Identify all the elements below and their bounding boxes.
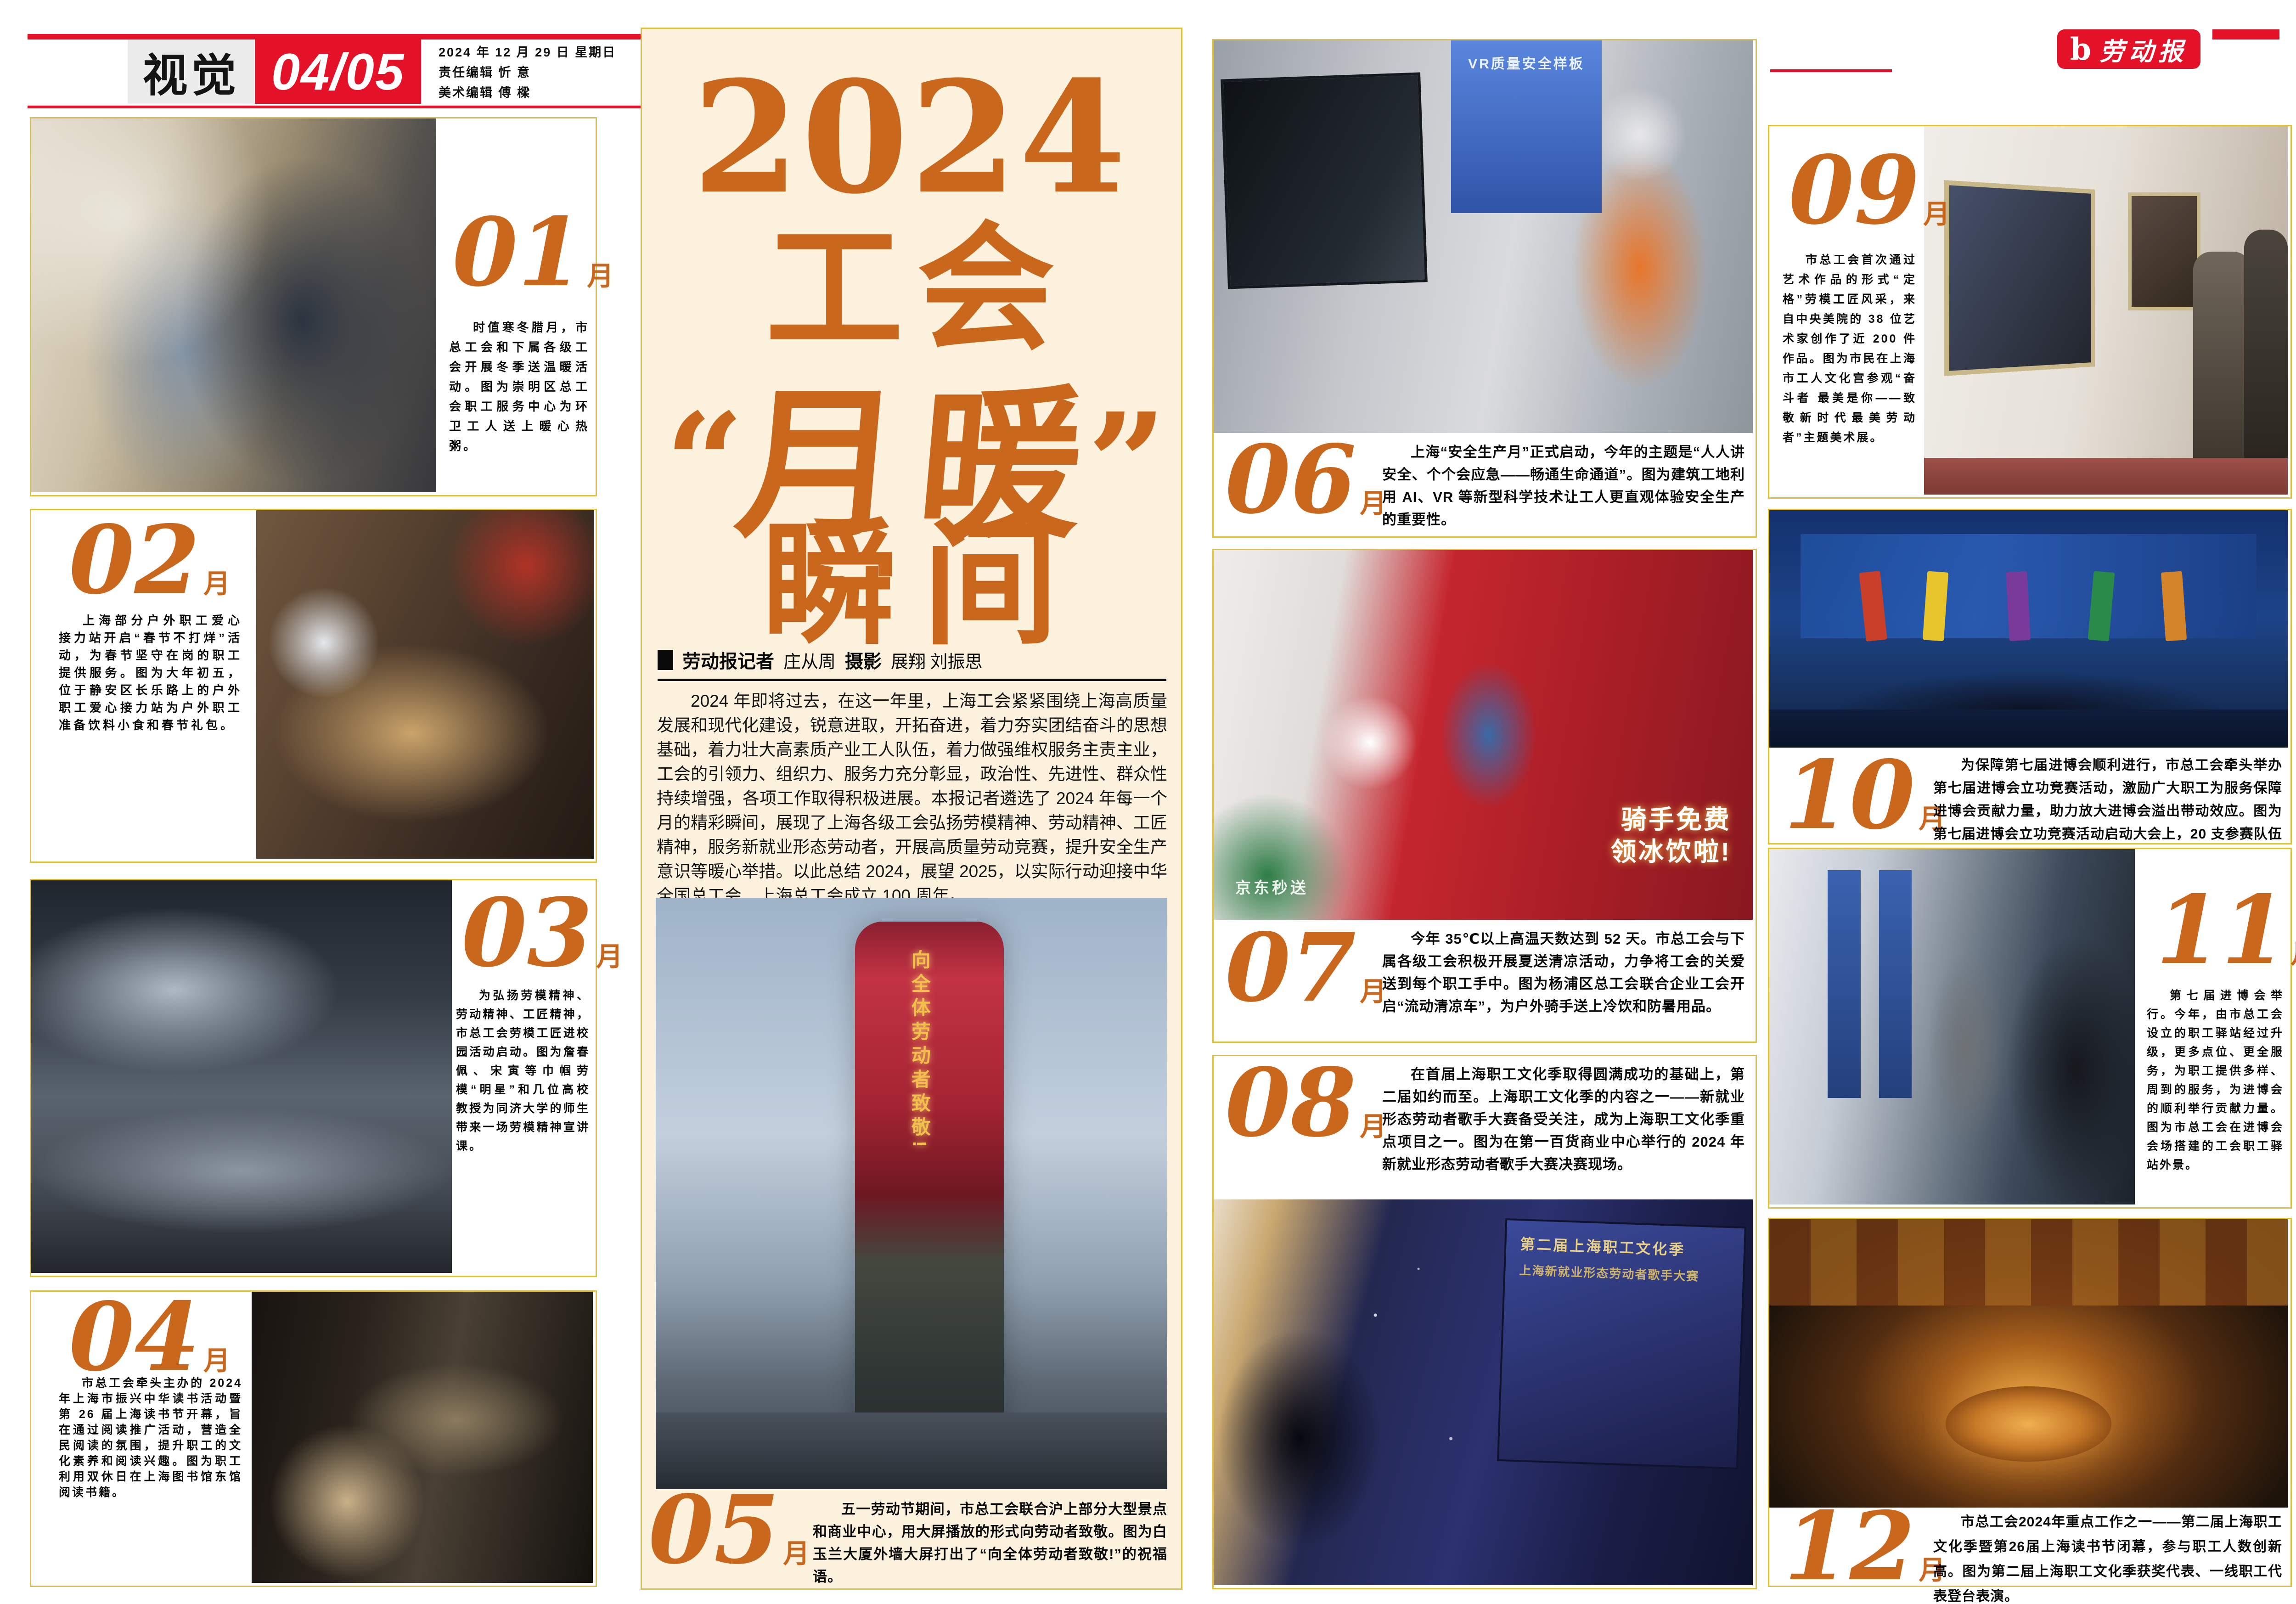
right-column-rule [1770,69,1892,72]
photo-may-skyscraper: 向全体劳动者致敬! [656,898,1167,1489]
feature-title-line2: 工会 [765,207,1069,369]
photo-september [1924,126,2288,495]
month-number-september: 09 月 [1789,135,1950,246]
city-podium [656,1412,1167,1489]
caption-june: 上海“安全生产月”正式启动，今年的主题是“人人讲安全、个个会应急——畅通生命通道… [1382,444,1745,528]
painting-small [2127,192,2201,310]
stage-screen-subtitle: 上海新就业形态劳动者歌手大赛 [1519,1263,1699,1284]
brand-accent-bar [2212,29,2279,39]
caption-may: 五一劳动节期间，市总工会联合沪上部分大型景点和商业中心，用大屏播放的形式向劳动者… [813,1501,1167,1585]
month-number-may: 05 月 [648,1475,810,1585]
month-number-november: 11月 [2156,875,2296,985]
month-number-october: 10 月 [1784,740,1946,850]
flag-purple [2006,571,2031,642]
caption-february: 上海部分户外职工爱心接力站开启“春节不打烊”活动，为春节坚守在岗的职工提供服务。… [59,613,242,732]
conference-stage [1769,709,2288,748]
issue-date: 2024 年 12 月 29 日 星期日 [439,45,617,59]
gala-screens [1769,1219,2288,1306]
month-number-december: 12 月 [1784,1491,1946,1602]
brand-mark-icon: b [2070,31,2092,67]
city-tower-led: 向全体劳动者致敬! [855,921,1004,1489]
month-number-february: 02 月 [69,505,231,615]
feature-title-year: 2024 [692,47,1128,228]
section-title: 视觉 [142,50,240,101]
caption-january: 时值寒冬腊月，市总工会和下属各级工会开展冬季送温暖活动。图为崇明区总工会职工服务… [449,321,590,453]
safety-screen [1221,72,1428,289]
photo-april [252,1292,593,1583]
byline-photo-label: 摄影 [845,652,882,672]
caption-july: 今年 35℃以上高温天数达到 52 天。市总工会与下属各级工会积极开展夏送清凉活… [1382,931,1745,1014]
booth-banner-2 [1879,870,1912,1098]
month-number-june: 06 月 [1225,425,1387,535]
caption-august: 在首届上海职工文化季取得圆满成功的基础上，第二届如约而至。上海职工文化季的内容之… [1382,1066,1745,1172]
photo-july: 骑手免费 领冰饮啦! 京东秒送 [1214,550,1753,920]
byline-label: 劳动报记者 [682,652,774,672]
month-number-august: 08 月 [1225,1048,1387,1158]
led-screen-text: 向全体劳动者致敬! [909,950,931,1152]
caption-september: 市总工会首次通过艺术作品的形式“定格”劳模工匠风采，来自中央美院的 38 位艺术… [1783,253,1917,444]
intro-paragraph: 2024 年即将过去，在这一年里，上海工会紧紧围绕上海高质量发展和现代化建设，锐… [657,692,1167,905]
editor-line-2: 美术编辑 傅 樑 [439,86,531,100]
truck-brand-text: 京东秒送 [1235,879,1309,897]
masthead-info: 2024 年 12 月 29 日 星期日 责任编辑 忻 意 美术编辑 傅 樑 [439,39,641,107]
gallery-visitor [2193,251,2251,473]
photo-october [1769,510,2288,748]
caption-november: 第七届进博会举行。今年，由市总工会设立的职工驿站经过升级，更多点位、更全服务，为… [2147,989,2284,1171]
month-number-april: 04 月 [69,1282,231,1392]
brand-logo: b 劳动报 [2057,29,2200,69]
stage-screen-title: 第二届上海职工文化季 [1519,1236,1686,1259]
byline: 劳动报记者 庄从周 摄影 展翔 刘振思 [658,647,1167,673]
city-tower-secondary [697,1075,794,1383]
page-number: 04/05 [271,43,405,101]
month-number-march: 03 月 [461,878,623,988]
photo-january [31,118,436,492]
masthead-rule [28,106,641,108]
vr-sign: VR质量安全样板 [1451,40,1602,214]
gallery-floor [1924,457,2288,495]
byline-rule [658,679,1166,681]
caption-december: 市总工会2024年重点工作之一——第二届上海职工文化季暨第26届上海读书节闭幕，… [1933,1514,2282,1604]
feature-title-line4: 瞬间 [762,504,1084,664]
truck-banner-text: 骑手免费 领冰饮啦! [1610,805,1732,867]
gala-stage-ring [1945,1386,2112,1462]
quote-open: “ [665,383,744,545]
month-number-july: 07 月 [1225,913,1387,1023]
caption-april: 市总工会牵头主办的 2024 年上海市振兴中华读书活动暨第 26 届上海读书节开… [59,1377,242,1499]
byline-photographers: 展翔 刘振思 [891,652,983,672]
editor-line-1: 责任编辑 忻 意 [439,66,531,79]
photo-december [1769,1219,2288,1508]
masthead-pageno-box: 04/05 [255,39,421,104]
masthead-section-box: 视觉 [128,39,255,104]
month-number-january: 01 月 [452,197,614,308]
photo-march [31,880,452,1273]
photo-august: 第二届上海职工文化季 上海新就业形态劳动者歌手大赛 [1214,1199,1753,1585]
photo-november [1769,849,2135,1204]
photo-february [256,510,594,859]
masthead-top-bar [28,34,641,39]
quote-close: ” [1087,383,1167,545]
stage-screen: 第二届上海职工文化季 上海新就业形态劳动者歌手大赛 [1497,1218,1746,1470]
byline-marker-icon [658,650,673,670]
photo-june: VR质量安全样板 [1214,40,1753,433]
booth-banner [1828,870,1861,1098]
gallery-visitor-2 [2244,229,2288,487]
caption-march: 为弘扬劳模精神、劳动精神、工匠精神，市总工会劳模工匠进校园活动启动。图为詹春佩、… [456,989,590,1153]
delegates-row [1831,671,2226,715]
painting-large [1944,180,2095,377]
byline-reporter: 庄从周 [783,652,836,672]
brand-name: 劳动报 [2099,36,2188,66]
